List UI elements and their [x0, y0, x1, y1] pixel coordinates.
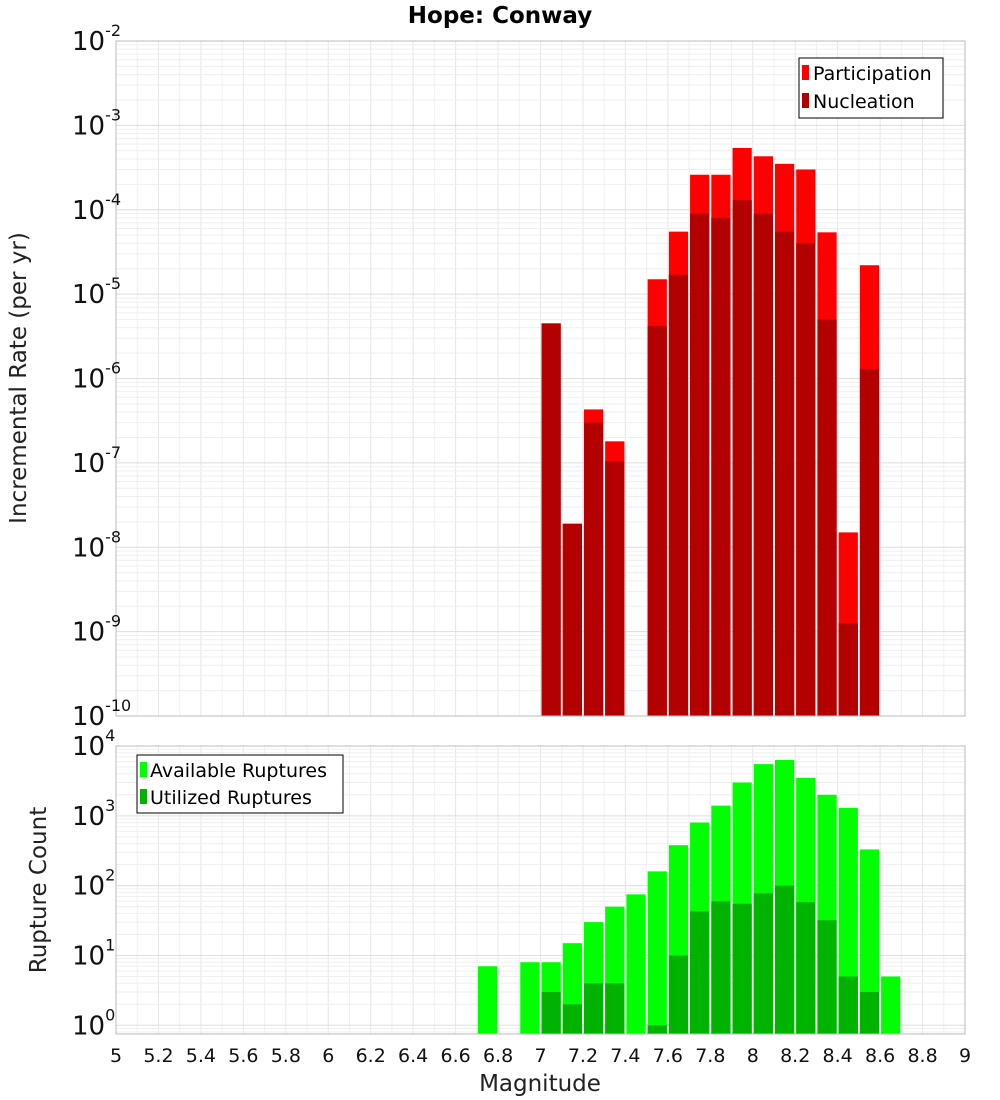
bottom-bar-utilized-ruptures — [817, 920, 837, 1034]
bottom-y-tick-label: 102 — [72, 866, 115, 902]
bottom-y-axis-label: Rupture Count — [26, 807, 52, 973]
top-bar-nucleation — [711, 217, 731, 716]
bottom-bar-utilized-ruptures — [605, 983, 625, 1034]
bottom-bar-available-ruptures — [859, 849, 880, 1034]
x-tick-label: 5.4 — [186, 1045, 216, 1067]
top-bars — [541, 147, 880, 717]
bottom-y-tick-label: 101 — [72, 935, 115, 971]
bottom-bar-utilized-ruptures — [711, 901, 731, 1034]
chart-title: Hope: Conway — [408, 3, 592, 29]
x-tick-label: 6 — [322, 1045, 334, 1067]
top-bar-nucleation — [859, 368, 880, 716]
top-bar-nucleation — [541, 323, 561, 716]
legend-swatch-available-ruptures — [140, 762, 147, 777]
bottom-bar-utilized-ruptures — [541, 991, 561, 1034]
bottom-legend-box — [136, 754, 344, 814]
x-tick-label: 7.8 — [695, 1045, 725, 1067]
legend-label-participation: Participation — [813, 63, 932, 85]
top-bar-nucleation — [774, 231, 795, 716]
top-y-tick-label: 10-4 — [72, 190, 121, 226]
x-tick-label: 8.8 — [907, 1045, 937, 1067]
bottom-panel: 104 103 102 101 100 Rupture Count Available … — [26, 726, 971, 1097]
legend-swatch-utilized-ruptures — [140, 789, 147, 804]
x-tick-label: 7 — [534, 1045, 546, 1067]
x-tick-label: 6.6 — [440, 1045, 470, 1067]
top-bar-nucleation — [668, 274, 689, 716]
top-y-tick-labels: 10-2 10-3 10-4 10-5 10-6 10-7 10-8 10-9 10-10 — [72, 21, 131, 732]
bottom-bar-utilized-ruptures — [668, 955, 689, 1034]
bottom-plot-frame — [115, 745, 966, 1035]
top-bar-nucleation — [753, 213, 773, 717]
legend-label-utilized-ruptures: Utilized Ruptures — [150, 787, 312, 809]
top-y-tick-label: 10-9 — [72, 612, 121, 648]
top-bar-nucleation — [605, 461, 625, 716]
x-tick-label: 7.2 — [568, 1045, 598, 1067]
bottom-gridlines — [115, 745, 966, 1034]
top-bar-nucleation — [817, 319, 837, 716]
x-tick-label: 8.6 — [865, 1045, 895, 1067]
bottom-bar-utilized-ruptures — [774, 885, 795, 1034]
top-y-tick-label: 10-10 — [72, 696, 131, 732]
x-tick-label: 5.8 — [271, 1045, 301, 1067]
top-y-tick-label: 10-2 — [72, 21, 121, 57]
bottom-bar-utilized-ruptures — [859, 991, 880, 1034]
bottom-y-tick-labels: 104 103 102 101 100 — [72, 726, 115, 1041]
x-tick-label: 5.6 — [228, 1045, 258, 1067]
top-plot-frame — [115, 40, 966, 717]
bottom-bar-utilized-ruptures — [796, 902, 816, 1034]
x-tick-label: 6.8 — [483, 1045, 513, 1067]
bottom-bar-utilized-ruptures — [838, 976, 858, 1034]
top-bar-nucleation — [562, 523, 582, 716]
x-tick-label: 8.2 — [780, 1045, 810, 1067]
x-tick-label: 7.6 — [653, 1045, 683, 1067]
bottom-bar-utilized-ruptures — [690, 911, 710, 1034]
top-bar-nucleation — [796, 243, 816, 717]
legend-label-nucleation: Nucleation — [813, 91, 915, 113]
top-bar-nucleation — [647, 325, 667, 716]
legend-label-available-ruptures: Available Ruptures — [150, 760, 327, 782]
x-tick-labels: 5 5.2 5.4 5.6 5.8 6 6.2 6.4 6.6 6.8 7 7.2 7.4 7.6 7.8 8… — [110, 1045, 971, 1067]
x-tick-label: 8.4 — [823, 1045, 853, 1067]
x-tick-label: 5.2 — [143, 1045, 173, 1067]
bottom-y-tick-label: 104 — [72, 726, 115, 762]
top-y-tick-label: 10-3 — [72, 105, 121, 141]
top-bar-nucleation — [838, 623, 858, 716]
x-tick-label: 5 — [110, 1045, 122, 1067]
top-y-tick-label: 10-6 — [72, 359, 121, 395]
x-tick-label: 7.4 — [610, 1045, 640, 1067]
top-y-tick-label: 10-8 — [72, 527, 121, 563]
legend-swatch-participation — [802, 65, 809, 80]
top-panel: Hope: Conway 10-210-310-410-510-610-710-… — [6, 3, 966, 732]
top-bar-nucleation — [690, 213, 710, 717]
top-gridlines — [115, 40, 966, 717]
bottom-bar-utilized-ruptures — [647, 1025, 667, 1034]
x-axis-label: Magnitude — [479, 1071, 601, 1097]
top-legend-box — [798, 57, 944, 119]
bottom-bar-available-ruptures — [477, 966, 498, 1034]
bottom-bar-available-ruptures — [881, 976, 901, 1034]
x-tick-label: 6.4 — [398, 1045, 428, 1067]
bottom-bar-available-ruptures — [520, 962, 540, 1034]
x-tick-label: 6.2 — [356, 1045, 386, 1067]
x-tick-label: 9 — [959, 1045, 971, 1067]
bottom-bar-available-ruptures — [626, 894, 646, 1034]
bottom-bar-utilized-ruptures — [732, 903, 752, 1034]
top-y-tick-label: 10-7 — [72, 443, 121, 479]
x-tick-label: 8 — [747, 1045, 759, 1067]
top-y-axis-label: Incremental Rate (per yr) — [6, 232, 32, 524]
bottom-bar-utilized-ruptures — [583, 983, 604, 1034]
bottom-bars — [477, 760, 901, 1034]
top-bar-nucleation — [583, 422, 604, 716]
bottom-bar-available-ruptures — [647, 871, 667, 1034]
bottom-bar-utilized-ruptures — [562, 1004, 582, 1034]
bottom-y-tick-label: 100 — [72, 1005, 115, 1041]
bottom-y-tick-label: 103 — [72, 796, 115, 832]
bottom-legend: Available Ruptures Utilized Ruptures — [136, 754, 344, 814]
bottom-bar-utilized-ruptures — [753, 893, 773, 1034]
top-legend: Participation Nucleation — [798, 57, 944, 119]
top-bar-nucleation — [732, 200, 752, 716]
legend-swatch-nucleation — [802, 93, 809, 108]
top-y-tick-label: 10-5 — [72, 274, 121, 310]
